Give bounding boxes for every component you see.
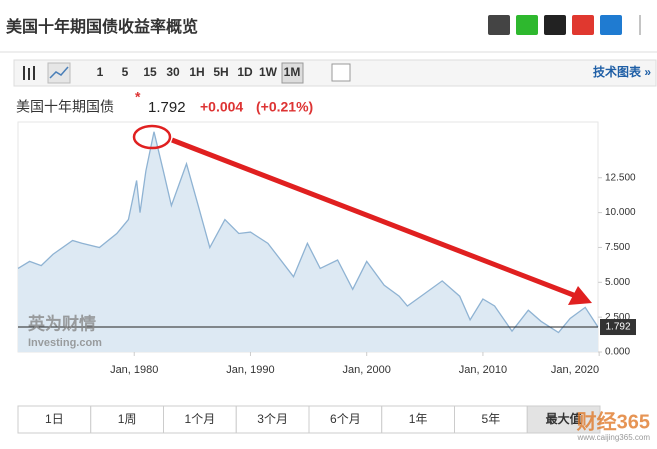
last-value-box [600,319,636,336]
watermark-site: Investing.com [28,337,102,349]
quote-name: 美国十年期国债 [16,99,114,115]
x-tick-label: Jan, 2020 [551,364,599,376]
corner-watermark: 财经365 [577,409,650,433]
y-tick-label: 7.500 [605,242,630,253]
interval-button[interactable]: 1 [97,65,104,79]
watermark-brand: 英为财情 [28,313,96,333]
line [17,131,599,334]
x-tick-label: Jan, 1980 [110,364,158,376]
x-tick-label: Jan, 2000 [343,364,391,376]
y-tick-label: 12.500 [605,172,636,183]
interval-button[interactable]: 5H [213,65,228,79]
range-button[interactable]: 5年 [482,412,501,426]
annotation-circle [132,124,172,150]
range-cell [90,405,164,434]
interval-button[interactable]: 1W [259,65,278,79]
range-button[interactable]: 1周 [118,412,137,426]
y-tick-label: 2.500 [605,312,630,323]
corner-watermark-url: www.caijing365.com [577,433,651,442]
interval-active [281,62,304,84]
interval-button[interactable]: 1D [237,65,253,79]
range-button[interactable]: 最大值 [546,411,582,426]
interval-button[interactable]: 1H [189,65,204,79]
y-tick-label: 5.000 [605,277,630,288]
interval-button[interactable]: 15 [143,65,157,79]
last-value-label: 1.792 [605,322,630,333]
range-button[interactable]: 3个月 [257,412,288,426]
quote-star: * [135,89,141,105]
range-cell [163,405,237,434]
x-tick-label: Jan, 2010 [459,364,507,376]
x-tick-label: Jan, 1990 [226,364,274,376]
range-cell [381,405,455,434]
chart-type-icons[interactable] [23,62,351,84]
interval-button[interactable]: 1M [284,65,301,79]
range-button[interactable]: 1日 [45,412,64,426]
interval-button[interactable]: 5 [122,65,129,79]
annotation-arrow [171,137,577,299]
range-button[interactable]: 1年 [409,412,428,426]
range-cell [526,405,601,434]
annotation-arrowhead [568,286,592,305]
range-cell [454,405,528,434]
area-fill [18,131,598,352]
range-button[interactable]: 1个月 [185,412,216,426]
tech-chart-link[interactable]: 技术图表 » [593,64,651,79]
quote-price: 1.792 [148,99,186,116]
range-button[interactable]: 6个月 [330,412,361,426]
quote-change: +0.004 [200,99,243,115]
quote-change-pct: (+0.21%) [256,99,313,115]
share-icons[interactable] [488,15,641,35]
y-tick-label: 0.000 [605,347,630,358]
title: 美国十年期国债收益率概览 [6,17,198,36]
y-tick-label: 10.000 [605,207,636,218]
interval-button[interactable]: 30 [166,65,180,79]
range-cell [235,405,310,434]
